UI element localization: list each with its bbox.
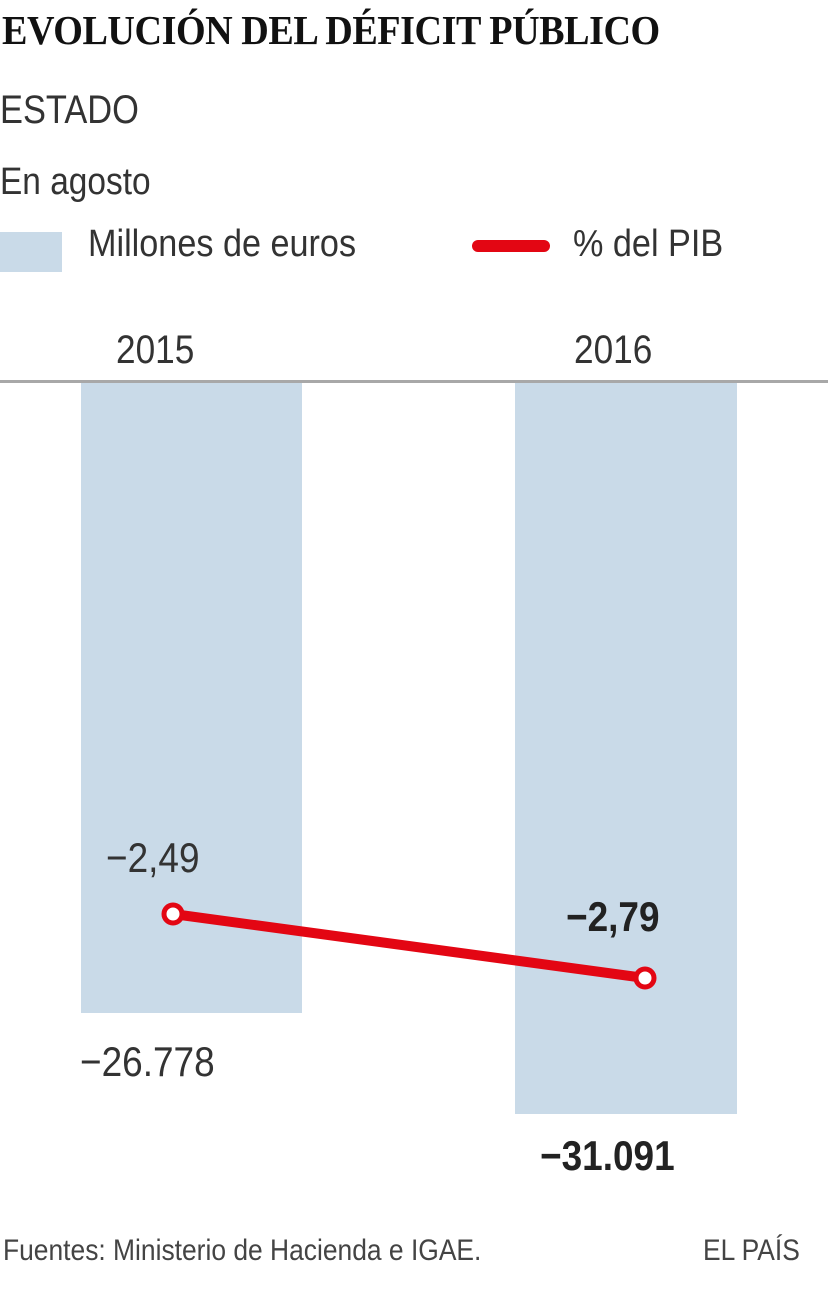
- legend-line-label: % del PIB: [573, 223, 724, 265]
- chart-note: En agosto: [0, 161, 151, 203]
- category-label-2016: 2016: [574, 328, 653, 372]
- legend-bar-swatch: [0, 232, 62, 272]
- bar-2015: [81, 382, 302, 1013]
- zero-axis-line: [0, 380, 828, 383]
- legend-bar-label: Millones de euros: [88, 223, 357, 265]
- bar-value-2016: −31.091: [540, 1132, 675, 1179]
- pib-value-2016: −2,79: [566, 893, 660, 940]
- brand-credit: EL PAÍS: [703, 1234, 800, 1267]
- pib-point-2016-icon: [633, 966, 657, 990]
- bar-2016: [515, 382, 737, 1114]
- legend-line-swatch: [472, 240, 550, 252]
- source-note: Fuentes: Ministerio de Hacienda e IGAE.: [3, 1234, 482, 1267]
- chart-title: EVOLUCIÓN DEL DÉFICIT PÚBLICO: [2, 7, 660, 53]
- chart-subtitle: ESTADO: [0, 88, 139, 132]
- bar-value-2015: −26.778: [80, 1038, 215, 1085]
- pib-value-2015: −2,49: [106, 834, 200, 881]
- pib-line: [168, 909, 650, 983]
- category-label-2015: 2015: [116, 328, 195, 372]
- pib-point-2015-icon: [161, 902, 185, 926]
